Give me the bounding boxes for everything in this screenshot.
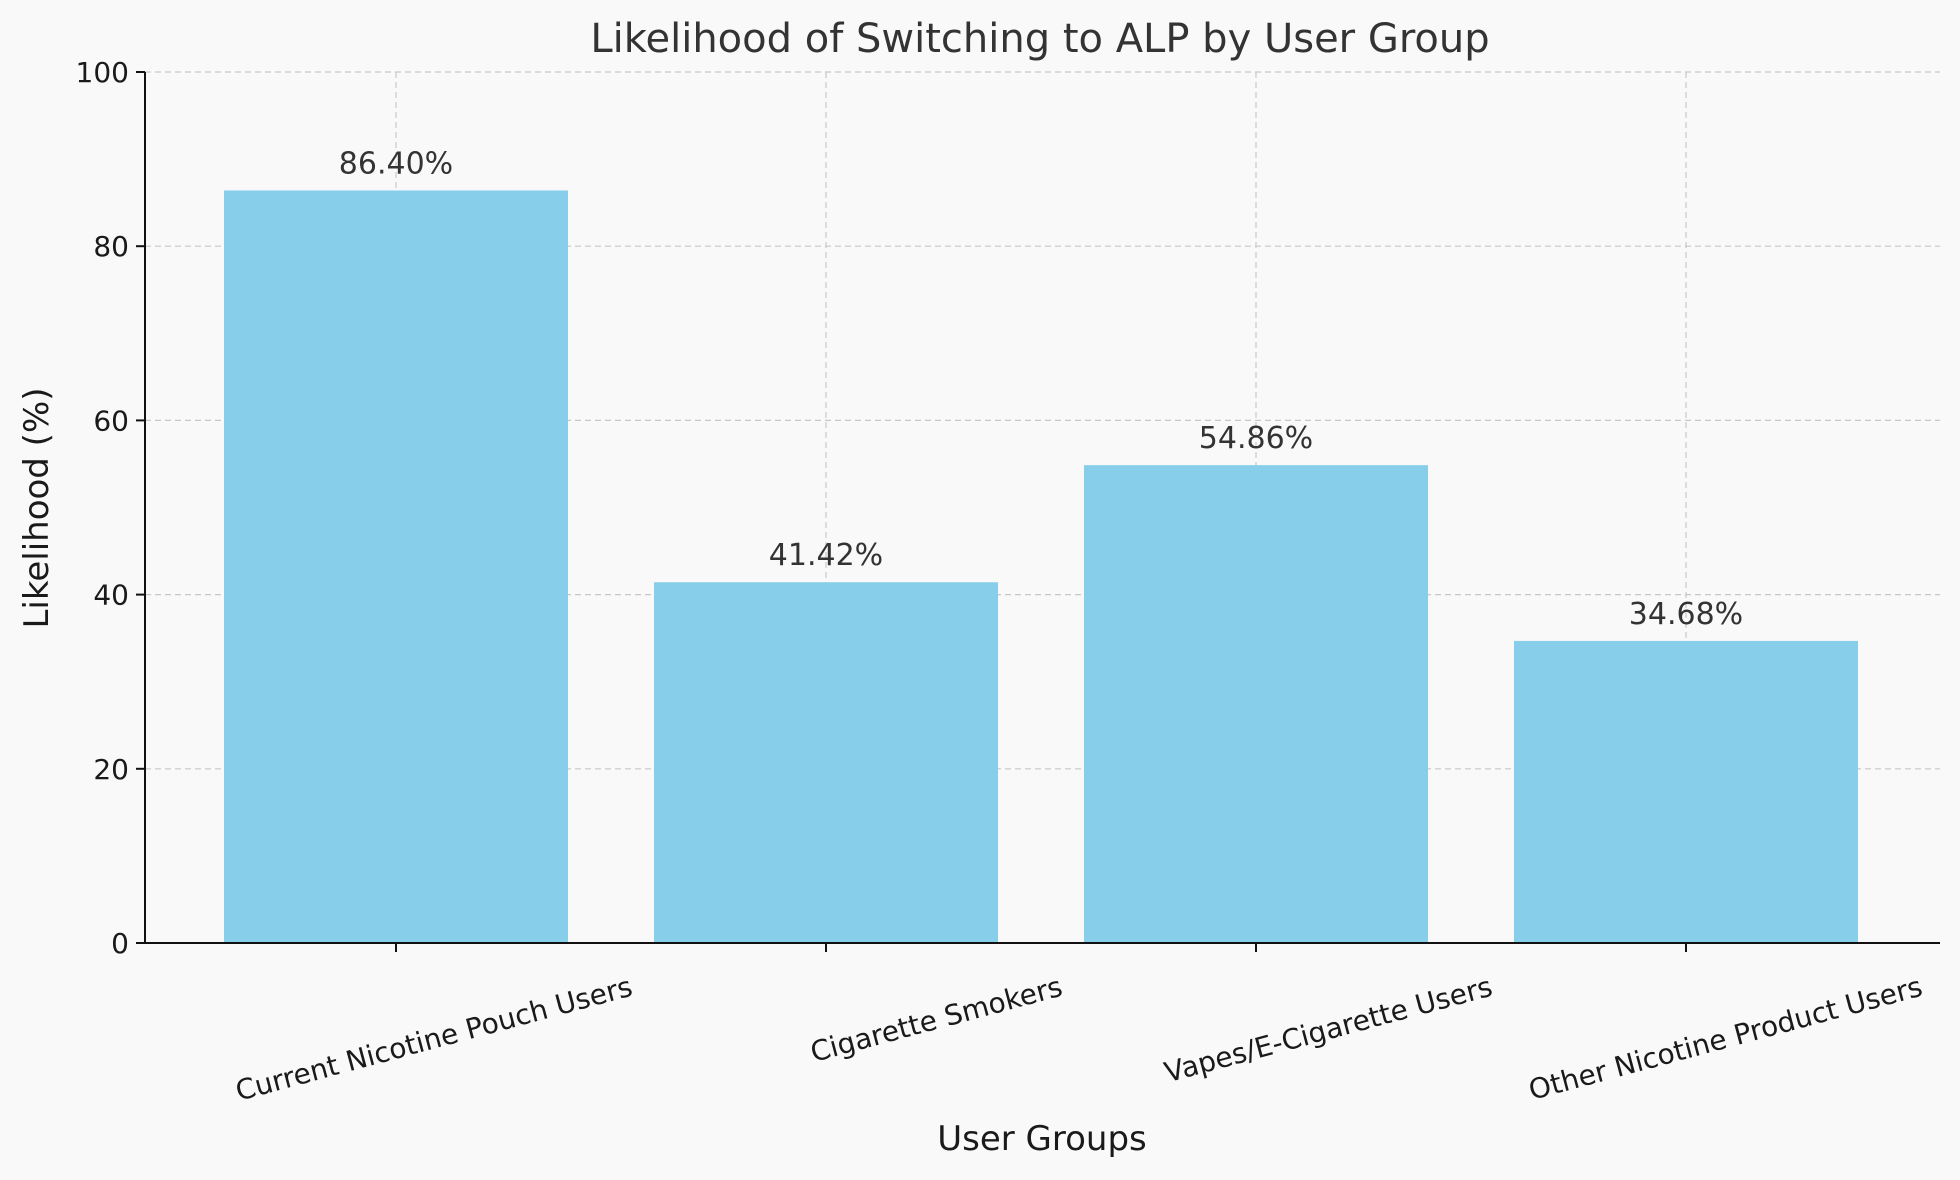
- y-tick-label: 0: [111, 927, 129, 960]
- bar: [1514, 640, 1858, 943]
- bar: [654, 582, 998, 943]
- y-tick-label: 100: [76, 56, 129, 89]
- y-axis-title: Likelihood (%): [17, 387, 57, 628]
- y-tick-label: 80: [93, 230, 129, 263]
- bars: [224, 190, 1858, 943]
- bar-value-label: 54.86%: [1199, 421, 1313, 456]
- bar: [224, 190, 568, 943]
- y-tick-label: 20: [93, 753, 129, 786]
- bar: [1084, 465, 1428, 943]
- y-tick-label: 40: [93, 579, 129, 612]
- chart-title: Likelihood of Switching to ALP by User G…: [590, 16, 1489, 62]
- bar-value-label: 34.68%: [1629, 597, 1743, 632]
- bar-value-label: 86.40%: [339, 146, 453, 181]
- y-tick-label: 60: [93, 404, 129, 437]
- axes: [136, 71, 1940, 952]
- bar-value-label: 41.42%: [769, 538, 883, 573]
- x-axis-title: User Groups: [937, 1119, 1147, 1159]
